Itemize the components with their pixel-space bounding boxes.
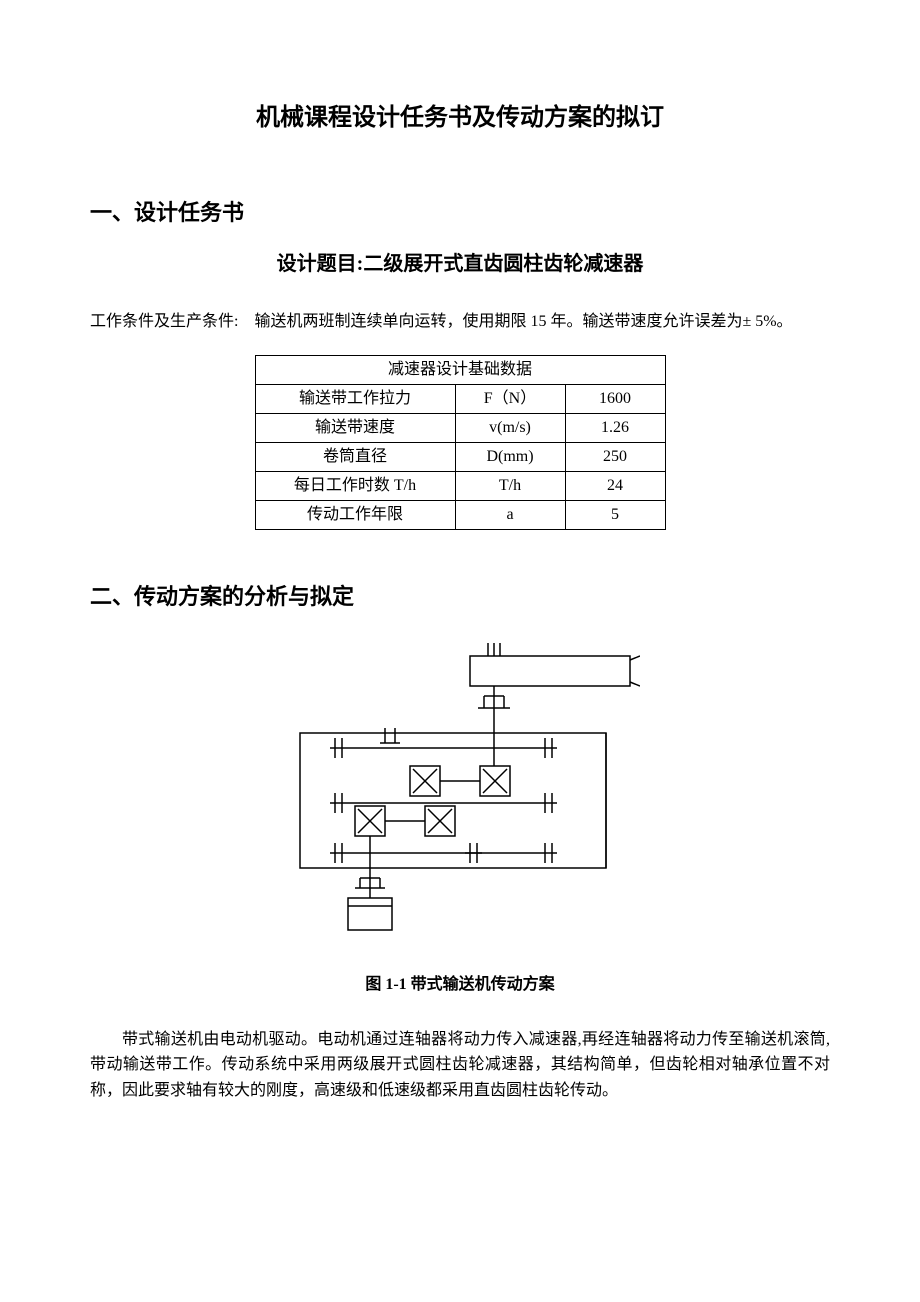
document-title: 机械课程设计任务书及传动方案的拟订 bbox=[90, 100, 830, 136]
cell-symbol: D(mm) bbox=[455, 442, 565, 471]
cell-label: 输送带速度 bbox=[255, 413, 455, 442]
cell-label: 每日工作时数 T/h bbox=[255, 471, 455, 500]
table-caption-row: 减速器设计基础数据 bbox=[255, 355, 665, 384]
diagram-svg bbox=[280, 638, 640, 958]
figure-caption: 图 1-1 带式输送机传动方案 bbox=[90, 973, 830, 997]
cell-label: 传动工作年限 bbox=[255, 500, 455, 529]
table-row: 传动工作年限 a 5 bbox=[255, 500, 665, 529]
body-paragraph: 带式输送机由电动机驱动。电动机通过连轴器将动力传入减速器,再经连轴器将动力传至输… bbox=[90, 1027, 830, 1104]
design-data-table: 减速器设计基础数据 输送带工作拉力 F（N） 1600 输送带速度 v(m/s)… bbox=[255, 355, 666, 530]
table-caption: 减速器设计基础数据 bbox=[255, 355, 665, 384]
cell-symbol: T/h bbox=[455, 471, 565, 500]
section-1-heading: 一、设计任务书 bbox=[90, 196, 830, 229]
transmission-diagram bbox=[90, 638, 830, 958]
table-row: 输送带工作拉力 F（N） 1600 bbox=[255, 384, 665, 413]
cell-value: 5 bbox=[565, 500, 665, 529]
cell-symbol: v(m/s) bbox=[455, 413, 565, 442]
subject-title: 设计题目:二级展开式直齿圆柱齿轮减速器 bbox=[90, 249, 830, 279]
cell-value: 1.26 bbox=[565, 413, 665, 442]
table-row: 卷筒直径 D(mm) 250 bbox=[255, 442, 665, 471]
cell-symbol: a bbox=[455, 500, 565, 529]
table-row: 输送带速度 v(m/s) 1.26 bbox=[255, 413, 665, 442]
table-row: 每日工作时数 T/h T/h 24 bbox=[255, 471, 665, 500]
working-conditions: 工作条件及生产条件: 输送机两班制连续单向运转，使用期限 15 年。输送带速度允… bbox=[90, 309, 830, 335]
cell-symbol: F（N） bbox=[455, 384, 565, 413]
cell-value: 250 bbox=[565, 442, 665, 471]
cell-label: 输送带工作拉力 bbox=[255, 384, 455, 413]
cell-label: 卷筒直径 bbox=[255, 442, 455, 471]
cell-value: 24 bbox=[565, 471, 665, 500]
cell-value: 1600 bbox=[565, 384, 665, 413]
section-2-heading: 二、传动方案的分析与拟定 bbox=[90, 580, 830, 613]
